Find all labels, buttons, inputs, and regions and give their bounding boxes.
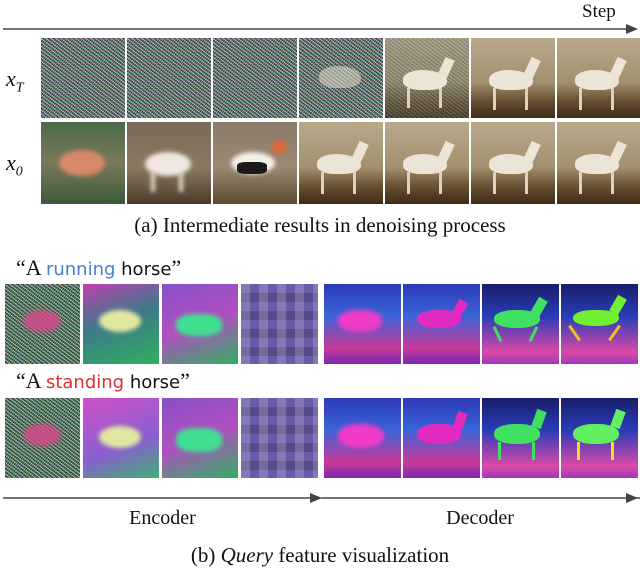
step-arrow <box>3 24 638 34</box>
decoder-arrow <box>321 493 640 503</box>
prompt-keyword: running <box>45 259 116 280</box>
row-label-x0: x0 <box>6 150 23 180</box>
xt-image <box>471 38 555 118</box>
prompt-keyword: standing <box>45 372 125 393</box>
step-label: Step <box>582 1 616 22</box>
prompt-standing: “A standing horse” <box>16 368 190 393</box>
query-feature-map <box>241 398 318 478</box>
query-feature-map <box>162 398 238 478</box>
query-feature-map <box>324 398 401 478</box>
query-feature-map <box>561 398 638 478</box>
query-feature-map <box>83 398 159 478</box>
query-feature-map <box>482 398 559 478</box>
x0-image <box>127 122 211 204</box>
query-feature-map <box>5 398 80 478</box>
caption-a: (a) Intermediate results in denoising pr… <box>134 213 506 237</box>
query-feature-map <box>5 284 80 364</box>
xt-image <box>41 38 125 118</box>
x0-image <box>385 122 469 204</box>
prompt-running: “A running horse” <box>16 255 182 280</box>
query-feature-map <box>241 284 318 364</box>
caption-b: (b) Query feature visualization <box>190 543 450 567</box>
x0-image <box>213 122 297 204</box>
query-feature-map <box>561 284 638 364</box>
encoder-label: Encoder <box>129 507 196 529</box>
x0-image <box>41 122 125 204</box>
x0-image <box>299 122 383 204</box>
query-feature-map <box>403 284 480 364</box>
xt-image <box>385 38 469 118</box>
query-feature-map <box>403 398 480 478</box>
row-label-xt: xT <box>6 66 24 96</box>
query-feature-map <box>324 284 401 364</box>
decoder-label: Decoder <box>446 507 514 529</box>
xt-image <box>557 38 640 118</box>
query-feature-map <box>162 284 238 364</box>
query-feature-map <box>482 284 559 364</box>
x0-image <box>557 122 640 204</box>
xt-image <box>213 38 297 118</box>
xt-image <box>127 38 211 118</box>
encoder-arrow <box>3 493 322 503</box>
query-feature-map <box>83 284 159 364</box>
x0-image <box>471 122 555 204</box>
xt-image <box>299 38 383 118</box>
